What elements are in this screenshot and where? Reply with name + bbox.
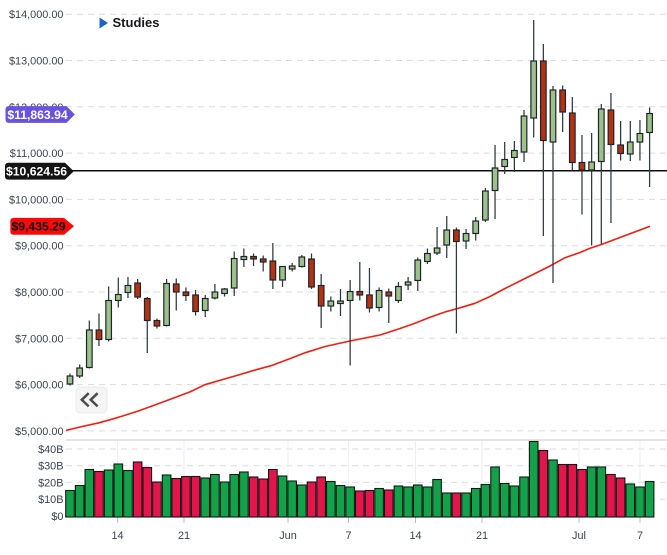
svg-text:$10B: $10B	[38, 494, 63, 506]
svg-text:$30B: $30B	[38, 461, 63, 473]
svg-text:$10,624.56: $10,624.56	[6, 165, 67, 179]
svg-text:Studies: Studies	[113, 15, 160, 30]
svg-text:14: 14	[409, 530, 421, 542]
svg-text:21: 21	[178, 530, 190, 542]
svg-text:7: 7	[345, 530, 351, 542]
svg-text:Jun: Jun	[279, 530, 297, 542]
svg-text:Jul: Jul	[572, 530, 586, 542]
svg-text:$6,000.00: $6,000.00	[15, 380, 63, 392]
svg-text:$11,863.94: $11,863.94	[7, 108, 68, 122]
svg-text:14: 14	[111, 530, 123, 542]
svg-text:$0: $0	[51, 511, 63, 523]
svg-text:$5,000.00: $5,000.00	[15, 426, 63, 438]
svg-text:$40B: $40B	[38, 444, 63, 456]
svg-text:$13,000.00: $13,000.00	[9, 56, 64, 68]
svg-text:$9,435.29: $9,435.29	[11, 220, 65, 234]
svg-text:$20B: $20B	[38, 477, 63, 489]
svg-text:$11,000.00: $11,000.00	[10, 148, 64, 160]
svg-text:$7,000.00: $7,000.00	[15, 333, 63, 345]
svg-text:$8,000.00: $8,000.00	[15, 287, 63, 299]
svg-text:21: 21	[476, 530, 488, 542]
svg-text:7: 7	[637, 530, 643, 542]
svg-text:$9,000.00: $9,000.00	[15, 241, 63, 253]
svg-text:$10,000.00: $10,000.00	[9, 194, 64, 206]
svg-text:$14,000.00: $14,000.00	[9, 9, 64, 21]
